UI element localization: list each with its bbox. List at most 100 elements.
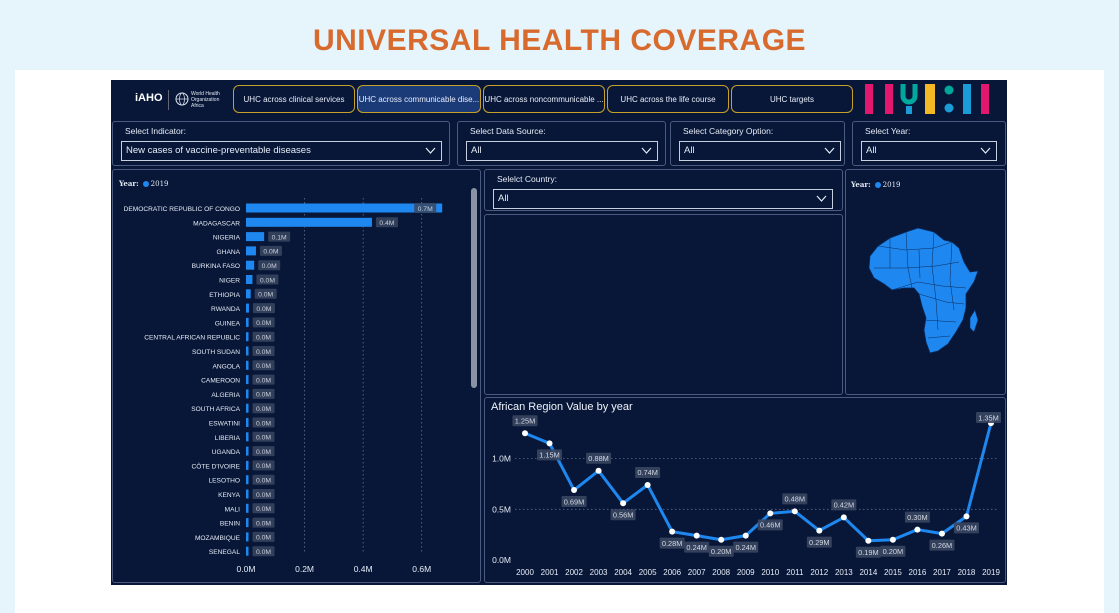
tab-noncommunicable-diseases[interactable]: UHC across noncommunicable ... <box>483 85 605 113</box>
data-label-bg <box>252 417 275 428</box>
data-label-bg <box>904 511 930 523</box>
category-label: ESWATINI <box>209 421 240 428</box>
bar-chart-legend: Year: 2019 <box>119 179 169 188</box>
bar[interactable] <box>246 389 249 399</box>
data-point[interactable] <box>791 508 798 515</box>
data-label-bg <box>659 537 685 549</box>
data-label: 0.0M <box>256 377 271 384</box>
data-label: 0.69M <box>564 497 585 506</box>
data-point[interactable] <box>889 536 896 543</box>
bar[interactable] <box>246 360 249 370</box>
bar[interactable] <box>246 332 249 342</box>
category-label: GUINEA <box>215 320 241 327</box>
bar[interactable] <box>246 460 249 470</box>
data-point[interactable] <box>693 532 700 539</box>
tab-communicable-diseases[interactable]: UHC across communicable dise... <box>357 85 481 113</box>
scrollbar[interactable] <box>471 188 477 388</box>
data-point[interactable] <box>914 526 921 533</box>
x-tick-label: 2001 <box>541 568 559 577</box>
category-label: LIBERIA <box>215 435 241 442</box>
bar[interactable] <box>246 203 443 213</box>
bar[interactable] <box>246 232 265 242</box>
bar[interactable] <box>246 489 249 499</box>
bar[interactable] <box>246 546 249 556</box>
country-bar-chart-panel: Year: 2019 0.0M 0.2M 0.4M 0.6M DEMOCRATIC REP… <box>112 169 481 583</box>
category-label: ETHIOPIA <box>209 292 240 299</box>
africa-line-chart: 0.0M 0.5M 1.0M 2000 2001 2002 2003 2004 2005 2006… <box>492 412 1001 577</box>
data-point[interactable] <box>595 467 602 474</box>
category-label: MADAGASCAR <box>193 220 240 227</box>
country-dropdown[interactable]: All <box>493 189 833 209</box>
data-label: 0.0M <box>256 406 271 413</box>
data-point[interactable] <box>742 532 749 539</box>
bar[interactable] <box>246 432 249 442</box>
tab-clinical-services[interactable]: UHC across clinical services <box>233 85 355 113</box>
x-tick-label: 0.2M <box>295 564 314 574</box>
bar[interactable] <box>246 217 372 227</box>
category-label: UGANDA <box>212 449 241 456</box>
x-tick-label: 2011 <box>786 568 804 577</box>
category-label: SOUTH AFRICA <box>191 406 240 413</box>
data-point[interactable] <box>840 514 847 521</box>
bar[interactable] <box>246 346 249 356</box>
bar[interactable] <box>246 317 249 327</box>
bar[interactable] <box>246 275 253 284</box>
bar[interactable] <box>246 418 249 427</box>
data-label: 0.0M <box>256 306 271 313</box>
africa-map-panel: Year: 2019 <box>845 169 1006 395</box>
category-label: ALGERIA <box>211 392 240 399</box>
data-label-bg <box>252 403 275 414</box>
bar[interactable] <box>246 303 249 313</box>
data-label: 0.4M <box>379 220 394 227</box>
category-label: ANGOLA <box>213 363 241 370</box>
data-label-bg <box>635 466 661 478</box>
data-point[interactable] <box>644 481 651 488</box>
data-point[interactable] <box>963 513 970 520</box>
data-label: 0.20M <box>883 547 904 556</box>
data-point[interactable] <box>938 530 945 537</box>
country-bar-chart: 0.0M 0.2M 0.4M 0.6M DEMOCRATIC REPUBLIC OF C… <box>124 198 443 574</box>
bar[interactable] <box>246 446 249 456</box>
indicator-dropdown[interactable]: New cases of vaccine-preventable disease… <box>121 141 442 161</box>
category-label: DEMOCRATIC REPUBLIC OF CONGO <box>124 206 240 213</box>
data-label-bg <box>375 217 398 228</box>
bar[interactable] <box>246 246 256 256</box>
data-point[interactable] <box>546 440 553 447</box>
data-point[interactable] <box>767 510 774 517</box>
data-label: 0.0M <box>258 292 273 299</box>
data-point[interactable] <box>571 487 578 494</box>
category-dropdown[interactable]: All <box>679 141 841 161</box>
x-tick-label: 2004 <box>614 568 632 577</box>
data-point[interactable] <box>865 537 872 544</box>
year-slicer: Select Year: All <box>852 121 1006 166</box>
bar[interactable] <box>246 375 249 385</box>
data-label: 0.29M <box>809 538 830 547</box>
data-label: 0.43M <box>956 524 977 533</box>
bar[interactable] <box>246 403 249 413</box>
data-point[interactable] <box>522 430 528 437</box>
year-dropdown[interactable]: All <box>861 141 997 161</box>
data-point[interactable] <box>620 500 627 507</box>
data-point[interactable] <box>718 536 725 543</box>
data-label-bg <box>254 288 277 299</box>
page-title: UNIVERSAL HEALTH COVERAGE <box>312 24 807 57</box>
bar[interactable] <box>246 475 249 485</box>
y-tick-label: 0.0M <box>492 555 511 565</box>
category-label: CENTRAL AFRICAN REPUBLIC <box>144 335 240 342</box>
data-source-slicer: Select Data Source: All <box>457 121 666 166</box>
tab-uhc-targets[interactable]: UHC targets <box>731 85 853 113</box>
bar[interactable] <box>246 532 249 542</box>
bar[interactable] <box>246 503 249 513</box>
africa-map <box>868 227 979 354</box>
bar[interactable] <box>246 289 251 299</box>
line-chart-panel: African Region Value by year 0.0M 0.5M 1.0… <box>484 397 1006 583</box>
tab-life-course[interactable]: UHC across the life course <box>607 85 729 113</box>
category-label: RWANDA <box>211 306 241 313</box>
bar[interactable] <box>246 518 249 528</box>
bar[interactable] <box>246 260 255 270</box>
data-point[interactable] <box>816 527 823 534</box>
data-source-dropdown[interactable]: All <box>466 141 658 161</box>
who-name: World Health Organization <box>191 91 220 103</box>
data-label-bg <box>252 388 275 399</box>
data-point[interactable] <box>669 528 676 535</box>
